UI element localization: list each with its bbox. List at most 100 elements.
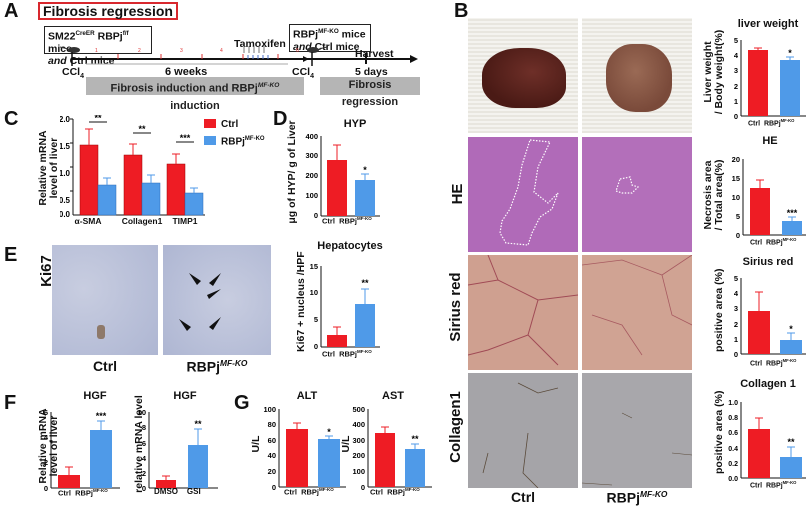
panel-a-title: Fibrosis regression (38, 2, 178, 20)
liver-photo-ko (582, 18, 692, 133)
panel-label-g: G (234, 392, 250, 414)
svg-text:80: 80 (268, 420, 276, 429)
chart-b3-xticks: Ctrl RBPjMF-KO (750, 358, 797, 368)
he-ko-image (582, 137, 692, 252)
svg-text:20: 20 (268, 467, 276, 476)
svg-text:0.0: 0.0 (728, 476, 738, 483)
duration-6-weeks: 6 weeks (165, 66, 208, 78)
chart-g1-xticks: Ctrl RBPjMF-KO (284, 487, 334, 497)
svg-text:4: 4 (734, 51, 739, 60)
svg-text:200: 200 (305, 171, 318, 180)
svg-text:500: 500 (352, 405, 365, 414)
svg-text:0: 0 (314, 211, 318, 220)
svg-text:15: 15 (310, 262, 318, 271)
svg-text:**: ** (138, 124, 146, 134)
svg-text:400: 400 (352, 420, 365, 429)
svg-text:15: 15 (732, 174, 740, 183)
end-box-text: RBPj (293, 28, 319, 41)
chart-b2-xticks: Ctrl RBPjMF-KO (750, 237, 797, 247)
chart-g1-title: ALT (296, 390, 318, 402)
svg-text:5: 5 (736, 212, 740, 221)
svg-text:2: 2 (734, 320, 738, 329)
svg-text:*: * (363, 165, 367, 175)
svg-text:4: 4 (220, 48, 223, 54)
svg-text:***: *** (96, 411, 107, 421)
chart-b2-title: HE (762, 135, 778, 147)
chart-f2-title: HGF (173, 390, 197, 402)
svg-text:10: 10 (138, 408, 146, 417)
svg-text:10: 10 (310, 288, 318, 297)
panel-label-a: A (4, 0, 19, 22)
svg-text:0: 0 (734, 350, 738, 359)
panel-label-e: E (4, 244, 18, 266)
chart-d-xticks: Ctrl RBPjMF-KO (322, 216, 372, 226)
svg-text:0.8: 0.8 (728, 415, 738, 422)
svg-text:20: 20 (732, 155, 740, 164)
chart-g2-xticks: Ctrl RBPjMF-KO (370, 487, 420, 497)
svg-text:200: 200 (352, 451, 365, 460)
panel-label-c: C (4, 108, 19, 130)
svg-text:2: 2 (734, 82, 738, 91)
svg-text:100: 100 (263, 405, 276, 414)
legend-text: Ctrl (221, 119, 239, 130)
necrosis-outline (615, 176, 640, 194)
phase-regression-bar: Fibrosis regression (320, 77, 420, 108)
b-row-label-sirius: Sirius red (447, 272, 464, 342)
duration-5-days: 5 days (355, 66, 388, 78)
svg-text:3: 3 (734, 304, 738, 313)
phase-induction-bar: Fibrosis induction and RBPjMF-KO inducti… (86, 77, 304, 112)
svg-text:10: 10 (732, 193, 740, 202)
end-box-sup: MF-KO (318, 28, 339, 35)
arrowhead-markers (179, 273, 221, 331)
legend: Ctrl RBPjMF-KO (204, 118, 265, 149)
col-sup: MF-KO (640, 489, 668, 499)
svg-text:8: 8 (142, 423, 146, 432)
phase-text: Fibrosis induction and RBPj (110, 82, 258, 95)
svg-text:5: 5 (314, 315, 318, 324)
svg-text:1.0: 1.0 (60, 169, 71, 178)
svg-text:0: 0 (272, 483, 276, 492)
panel-a-title-text: Fibrosis regression (43, 3, 173, 19)
chart-b4: 1.0 0.8 0.6 0.4 0.2 0.0 ** (728, 400, 806, 483)
chart-f1: 6 4 2 0 *** (44, 408, 120, 493)
svg-text:**: ** (787, 437, 795, 447)
chart-e-xticks: Ctrl RBPjMF-KO (322, 349, 372, 359)
svg-text:4: 4 (142, 454, 147, 463)
svg-text:0: 0 (734, 112, 738, 121)
ccl4-right-label: CCl4 (292, 66, 314, 80)
svg-text:100: 100 (352, 467, 365, 476)
svg-text:5: 5 (734, 274, 738, 283)
svg-text:6: 6 (296, 48, 299, 54)
svg-text:1: 1 (734, 335, 738, 344)
xtick: GSI (186, 487, 201, 496)
phase-sup: MF-KO (257, 82, 280, 89)
svg-text:*: * (788, 48, 792, 58)
svg-text:0: 0 (314, 342, 318, 351)
chart-f1-title: HGF (83, 390, 107, 402)
svg-text:***: *** (180, 133, 191, 143)
xtick: DMSO (154, 487, 178, 496)
chart-b4-title: Collagen 1 (740, 378, 796, 390)
sirius-ko-image (582, 255, 692, 370)
svg-text:4: 4 (44, 433, 49, 442)
ccl4-sub: 4 (310, 73, 314, 81)
svg-text:1.0: 1.0 (728, 400, 738, 407)
svg-text:**: ** (194, 419, 202, 429)
svg-text:2.0: 2.0 (60, 115, 71, 124)
svg-text:6: 6 (142, 439, 146, 448)
svg-text:**: ** (411, 434, 419, 444)
chart-b2-ylabel: Necrosis area / Total area(%) (702, 159, 725, 231)
svg-text:3: 3 (180, 48, 183, 54)
chart-g2: 500 400 300 200 100 0 ** (352, 405, 432, 492)
b-row-label-collagen1: Collagen1 (447, 391, 464, 463)
mouse-icon (307, 46, 328, 53)
svg-text:0: 0 (361, 483, 365, 492)
panel-label-d: D (273, 108, 288, 130)
col-text: RBPj (606, 489, 640, 506)
start-box-sup: f/f (122, 30, 129, 37)
phase-text: induction (170, 99, 220, 112)
svg-text:3: 3 (734, 66, 738, 75)
start-mice-box: SM22CreER RBPjf/f mice and Ctrl mice (44, 26, 152, 67)
svg-text:0.6: 0.6 (728, 430, 738, 437)
xtick: TIMP1 (172, 216, 198, 226)
